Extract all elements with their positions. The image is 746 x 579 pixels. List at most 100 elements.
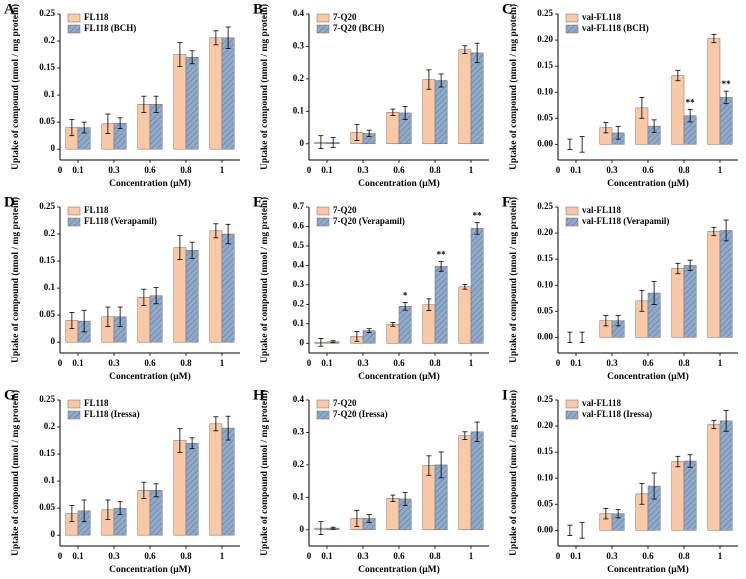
legend-swatch xyxy=(316,206,330,216)
error-bar xyxy=(225,223,231,245)
y-tick-label: 0 xyxy=(51,529,56,539)
legend-swatch xyxy=(565,399,579,409)
error-bar xyxy=(189,241,195,259)
error-bar xyxy=(81,309,87,333)
y-axis-label: Uptake of compound (nmol / mg protein) xyxy=(10,390,21,556)
bar xyxy=(470,228,484,344)
error-bar xyxy=(213,416,219,432)
x-tick-label: 1 xyxy=(220,358,225,368)
y-tick-label: 0 xyxy=(300,524,305,534)
error-bar xyxy=(474,42,480,64)
error-bar xyxy=(153,483,159,498)
legend-label: val-FL118 (BCH) xyxy=(582,23,649,33)
y-tick-label: 0.25 xyxy=(537,8,553,18)
bar xyxy=(683,460,697,531)
error-bar xyxy=(354,331,360,342)
bar xyxy=(719,97,733,145)
legend-label: 7-Q20 (Verapamil) xyxy=(333,216,405,226)
error-bar xyxy=(354,123,360,141)
error-bar xyxy=(639,290,645,312)
x-origin-label: 0 xyxy=(307,551,312,561)
error-bar xyxy=(153,287,159,305)
x-tick-label: 1 xyxy=(469,551,474,561)
x-tick-label: 0.8 xyxy=(180,551,192,561)
error-bar xyxy=(615,315,621,327)
x-tick-label: 0.1 xyxy=(570,358,582,368)
panel-label: E xyxy=(253,194,263,210)
error-bar xyxy=(177,42,183,67)
y-tick-label: 0.15 xyxy=(537,60,553,70)
error-bar xyxy=(177,235,183,260)
x-tick-label: 1 xyxy=(718,551,723,561)
y-tick-label: 0.05 xyxy=(537,112,553,122)
y-axis-label: Uptake of compound (nmol / mg protein) xyxy=(259,197,270,363)
y-tick-label: 0.2 xyxy=(293,459,305,469)
y-tick-label: 0.3 xyxy=(293,41,305,51)
error-bar xyxy=(141,288,147,306)
y-tick-label: 0.15 xyxy=(39,255,55,265)
x-tick-label: 0.3 xyxy=(606,165,618,175)
bar xyxy=(209,423,223,536)
x-tick-label: 0.8 xyxy=(429,551,441,561)
y-tick-label: 0.00 xyxy=(537,331,553,341)
error-bar xyxy=(462,284,468,290)
error-bar xyxy=(723,90,729,105)
error-bar xyxy=(330,137,336,148)
legend-label: 7-Q20 (BCH) xyxy=(333,23,384,33)
y-tick-label: 0.10 xyxy=(537,279,553,289)
y-tick-label: 0.10 xyxy=(537,86,553,96)
panel-label: B xyxy=(253,1,263,17)
x-tick-label: 0.8 xyxy=(678,551,690,561)
error-bar xyxy=(639,97,645,119)
x-tick-label: 0.8 xyxy=(678,358,690,368)
error-bar xyxy=(723,410,729,432)
error-bar xyxy=(438,73,444,88)
legend-swatch xyxy=(316,217,330,227)
y-tick-label: 0.05 xyxy=(39,502,55,512)
legend-swatch xyxy=(565,206,579,216)
error-bar xyxy=(354,509,360,527)
bar xyxy=(470,52,484,145)
error-bar xyxy=(603,122,609,134)
error-bar xyxy=(318,337,324,347)
error-bar xyxy=(675,262,681,275)
significance-mark: ** xyxy=(437,250,447,260)
error-bar xyxy=(105,113,111,134)
x-tick-label: 1 xyxy=(220,551,225,561)
x-axis-label: Concentration (μM) xyxy=(109,178,191,189)
legend-label: 7-Q20 xyxy=(333,205,357,215)
x-tick-label: 0.3 xyxy=(606,551,618,561)
error-bar xyxy=(603,315,609,327)
error-bar xyxy=(711,419,717,430)
y-tick-label: 0.25 xyxy=(537,201,553,211)
legend-swatch xyxy=(67,410,81,420)
error-bar xyxy=(69,119,75,137)
y-tick-label: 0 xyxy=(300,337,305,347)
bar xyxy=(458,435,472,531)
bar xyxy=(707,231,721,338)
legend-label: FL118 (Iressa) xyxy=(84,409,140,419)
legend-label: FL118 xyxy=(84,12,109,22)
error-bar xyxy=(402,492,408,506)
legend-swatch xyxy=(316,399,330,409)
bar xyxy=(671,75,685,145)
legend-swatch xyxy=(67,399,81,409)
error-bar xyxy=(567,138,573,150)
x-tick-label: 0.3 xyxy=(357,358,369,368)
error-bar xyxy=(615,126,621,140)
error-bar xyxy=(426,455,432,476)
legend-swatch xyxy=(67,13,81,23)
error-bar xyxy=(603,508,609,520)
x-tick-label: 0.3 xyxy=(357,165,369,175)
bar xyxy=(707,424,721,531)
error-bar xyxy=(687,454,693,468)
y-tick-label: 0.2 xyxy=(44,421,56,431)
y-axis-label: Uptake of compound (nmol / mg protein) xyxy=(508,197,519,363)
bar xyxy=(185,250,199,343)
error-bar xyxy=(426,69,432,90)
x-origin-label: 0 xyxy=(307,358,312,368)
error-bar xyxy=(675,455,681,468)
y-tick-label: 0.15 xyxy=(537,253,553,263)
x-axis-label: Concentration (μM) xyxy=(607,371,689,382)
y-tick-label: 0.05 xyxy=(39,116,55,126)
